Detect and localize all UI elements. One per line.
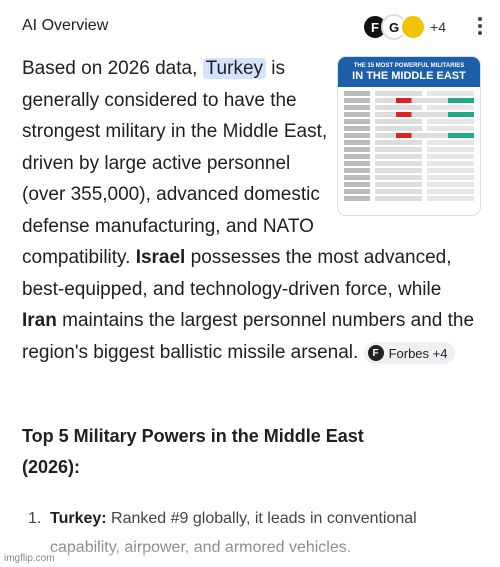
bold-text: Israel bbox=[135, 247, 186, 268]
citation-icon: F bbox=[367, 345, 384, 362]
text: Based on 2026 data, bbox=[22, 58, 203, 79]
highlight[interactable]: Turkey bbox=[202, 58, 267, 79]
menu-button[interactable] bbox=[478, 17, 482, 38]
watermark: imgflip.com bbox=[4, 553, 55, 564]
text: is generally considered to have the stro… bbox=[22, 58, 328, 268]
bold-text: Iran bbox=[22, 310, 57, 331]
source-count: +4 bbox=[430, 19, 446, 35]
header: AI Overview F G +4 bbox=[22, 14, 482, 40]
source-icon: G bbox=[381, 14, 408, 40]
source-icons[interactable]: F G +4 bbox=[362, 14, 446, 40]
thumbnail-table bbox=[338, 87, 480, 207]
text: possesses the most advanced, best-equipp… bbox=[22, 247, 452, 300]
thumbnail-title-line: IN THE MIDDLE EAST bbox=[352, 70, 466, 82]
header-title: AI Overview bbox=[22, 17, 109, 34]
citation-label: Forbes +4 bbox=[388, 345, 448, 361]
thumbnail-title-line: THE 15 MOST POWERFUL MILITARIES bbox=[353, 63, 465, 69]
text: maintains the largest personnel numbers … bbox=[22, 310, 475, 363]
thumbnail-title: THE 15 MOST POWERFUL MILITARIES IN THE M… bbox=[338, 57, 480, 87]
thumbnail[interactable]: THE 15 MOST POWERFUL MILITARIES IN THE M… bbox=[338, 57, 480, 215]
source-icon bbox=[400, 14, 427, 40]
list-marker: 1. bbox=[28, 510, 42, 527]
list-item-name: Turkey: bbox=[50, 510, 107, 527]
section-heading: Top 5 Military Powers in the Middle East… bbox=[22, 426, 364, 477]
fade bbox=[0, 525, 500, 567]
citation-chip[interactable]: F Forbes +4 bbox=[363, 342, 456, 365]
overview-text: THE 15 MOST POWERFUL MILITARIES IN THE M… bbox=[22, 53, 480, 368]
